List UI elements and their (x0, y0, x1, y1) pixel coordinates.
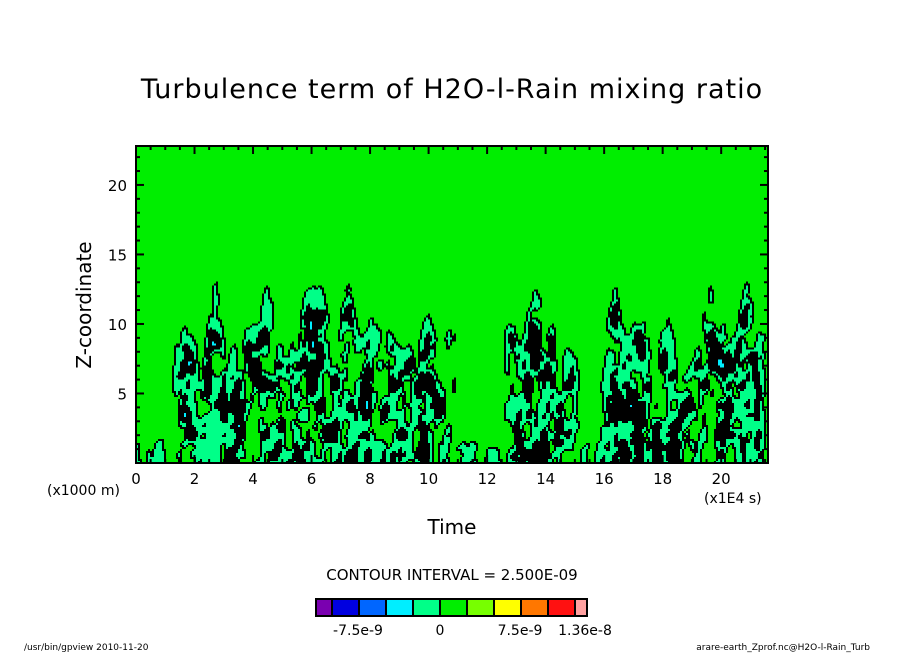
colorbar-swatch (331, 598, 358, 617)
footer-left: /usr/bin/gpview 2010-11-20 (24, 643, 149, 653)
colorbar-label: 7.5e-9 (497, 623, 543, 639)
colorbar-label: 1.36e-8 (558, 623, 612, 639)
footer-right: arare-earth_Zprof.nc@H2O-l-Rain_Turb (696, 643, 870, 653)
x-axis-unit: (x1E4 s) (704, 491, 762, 507)
x-tick-label: 18 (653, 470, 672, 488)
y-tick-label: 20 (108, 177, 127, 195)
colorbar-label: 0 (435, 623, 445, 639)
colorbar-swatch (520, 598, 547, 617)
y-tick-label: 10 (108, 316, 127, 334)
colorbar-swatch (493, 598, 520, 617)
x-tick-label: 12 (478, 470, 497, 488)
x-axis-label: Time (427, 515, 477, 539)
y-tick-label: 5 (117, 385, 127, 403)
contour-interval: CONTOUR INTERVAL = 2.500E-09 (326, 566, 578, 584)
x-tick-label: 4 (248, 470, 258, 488)
x-tick-label: 0 (131, 470, 141, 488)
colorbar-swatch (385, 598, 412, 617)
x-tick-label: 14 (536, 470, 555, 488)
y-axis-label: Z-coordinate (72, 241, 96, 369)
x-tick-label: 8 (365, 470, 375, 488)
chart-title: Turbulence term of H2O-l-Rain mixing rat… (140, 74, 764, 105)
plot-frame (135, 145, 769, 464)
colorbar-swatch (315, 598, 331, 617)
colorbar-swatch (574, 598, 588, 617)
x-tick-label: 10 (419, 470, 438, 488)
contour-field (136, 146, 768, 463)
y-axis-unit: (x1000 m) (47, 483, 120, 499)
x-tick-label: 20 (712, 470, 731, 488)
colorbar-swatch (412, 598, 439, 617)
x-tick-label: 6 (307, 470, 317, 488)
colorbar-swatch (547, 598, 574, 617)
x-tick-label: 16 (595, 470, 614, 488)
colorbar-swatch (466, 598, 493, 617)
colorbar-swatch (439, 598, 466, 617)
y-tick-label: 15 (108, 246, 127, 264)
colorbar-label: -7.5e-9 (333, 623, 383, 639)
colorbar-swatch (358, 598, 385, 617)
x-tick-label: 2 (190, 470, 200, 488)
